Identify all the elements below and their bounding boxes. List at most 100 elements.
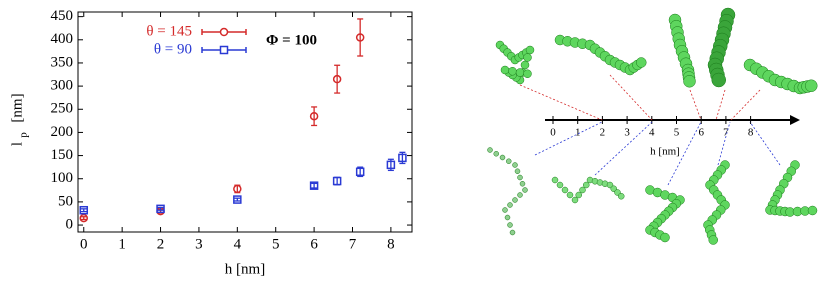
pointer-line: [715, 89, 726, 121]
legend-label: θ = 145: [146, 23, 192, 39]
bead: [571, 196, 579, 204]
y-tick-label: 250: [51, 101, 74, 117]
axis-tick-label: 5: [674, 127, 680, 139]
axis-label: h [nm]: [650, 146, 680, 158]
bead: [508, 67, 517, 76]
y-tick-label: 450: [51, 8, 74, 24]
legend-label: θ = 90: [154, 41, 192, 57]
data-point: [309, 111, 319, 121]
data-point: [355, 167, 365, 177]
pointer-line: [609, 74, 653, 121]
bead: [566, 191, 574, 199]
bead: [517, 192, 523, 198]
pointer-line: [689, 89, 702, 121]
pointer-line: [717, 121, 731, 166]
bead: [506, 158, 512, 164]
x-tick-label: 5: [272, 236, 280, 252]
plot-frame: [77, 11, 413, 233]
molecule-illustration: 0 1 2 3 4 5 6 7 8 h [nm]: [487, 7, 818, 245]
axis-tick-label: 3: [624, 127, 630, 139]
bead: [509, 229, 516, 236]
x-tick-label: 4: [234, 236, 242, 252]
bead: [523, 69, 532, 78]
bead: [499, 154, 506, 161]
bead: [708, 235, 718, 245]
bead: [512, 197, 518, 203]
bead: [519, 181, 526, 187]
data-point: [332, 176, 342, 186]
pointer-line: [749, 121, 781, 166]
bead: [507, 222, 513, 228]
legend-marker: [219, 27, 229, 37]
x-tick-label: 0: [80, 236, 88, 252]
bead: [683, 75, 696, 88]
y-tick-label: 50: [58, 193, 73, 209]
axis-tick-label: 6: [698, 127, 704, 139]
y-tick-label: 150: [51, 147, 74, 163]
y-tick-label: 300: [51, 78, 74, 94]
bead: [507, 202, 513, 208]
molecule: [554, 34, 647, 76]
pointer-line: [534, 121, 603, 156]
pointer-line: [730, 89, 761, 121]
data-point: [309, 181, 319, 190]
data-point: [332, 74, 342, 84]
x-tick-label: 1: [118, 236, 126, 252]
y-tick-label: 0: [66, 216, 74, 232]
annotation: Φ = 100: [266, 32, 317, 48]
molecule: [495, 40, 535, 85]
molecule: [765, 160, 818, 217]
molecule: [707, 7, 736, 88]
bead: [502, 207, 508, 213]
bead: [515, 68, 525, 77]
x-tick-label: 2: [157, 236, 165, 252]
bead: [504, 214, 511, 221]
x-tick-label: 7: [349, 236, 357, 252]
x-axis-label: h [nm]: [225, 261, 265, 277]
molecule: [668, 13, 696, 88]
bead: [500, 65, 510, 75]
data-point: [386, 160, 396, 170]
molecule: [645, 185, 685, 243]
bead: [660, 232, 670, 243]
bead: [493, 151, 499, 157]
bead: [520, 60, 530, 70]
data-point: [355, 33, 365, 42]
bead: [575, 191, 582, 199]
data-point: [233, 195, 242, 204]
bead: [636, 57, 647, 68]
y-tick-label: 100: [51, 170, 74, 186]
axis-tick-label: 8: [748, 127, 754, 139]
molecule: [551, 176, 625, 204]
y-tick-label: 400: [51, 31, 74, 47]
bead: [579, 186, 586, 194]
data-point: [79, 205, 89, 215]
y-label-sub: p: [18, 132, 30, 138]
bead: [522, 187, 528, 193]
y-label-unit: [nm]: [9, 93, 25, 122]
axis-tick-label: 7: [723, 127, 729, 139]
data-point: [156, 204, 165, 214]
bead: [523, 53, 532, 62]
h-axis-arrow: [790, 115, 800, 125]
x-tick-label: 8: [387, 236, 395, 252]
pointer-line: [519, 84, 603, 121]
bead: [618, 193, 625, 200]
bead: [805, 79, 818, 92]
axis-tick-label: 4: [649, 127, 655, 139]
pointer-line: [594, 121, 653, 176]
axis-tick-label: 1: [575, 127, 581, 139]
y-tick-label: 350: [51, 54, 74, 70]
bead: [583, 181, 590, 189]
molecule: [487, 147, 528, 236]
bead: [517, 174, 523, 181]
bead: [487, 147, 493, 153]
x-tick-label: 3: [195, 236, 203, 252]
bead: [561, 186, 569, 194]
data-point: [398, 153, 407, 163]
molecule: [703, 160, 730, 245]
y-tick-label: 200: [51, 124, 74, 140]
bead: [807, 205, 818, 216]
bead: [514, 168, 521, 174]
